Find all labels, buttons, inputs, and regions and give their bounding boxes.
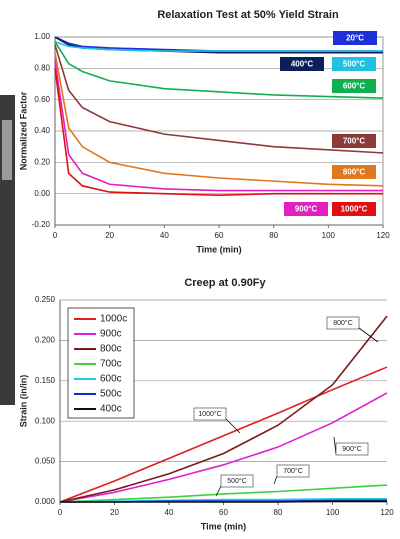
annotation: 700°C [283,467,303,475]
series-label: 700°C [343,137,366,146]
figure: Relaxation Test at 50% Yield Strain -0.20… [0,0,400,539]
y-tick-label: 0.00 [34,189,50,198]
y-tick-label: 0.20 [34,157,50,166]
y-tick-label: 1.00 [34,32,50,41]
legend-label: 900c [100,329,122,340]
series-label: 900°C [295,205,318,214]
y-tick-label: -0.20 [32,220,51,229]
x-axis-label: Time (min) [196,244,241,254]
x-tick-label: 100 [322,231,336,240]
x-tick-label: 40 [160,231,169,240]
legend-label: 500c [100,389,122,400]
annotation: 900°C [342,445,362,453]
annotation-arrow [274,476,277,484]
x-tick-label: 60 [219,508,228,517]
series-label: 1000°C [341,205,368,214]
x-tick-label: 0 [53,231,58,240]
x-tick-label: 80 [269,231,278,240]
annotation: 1000°C [198,410,221,418]
series-label: 800°C [343,168,366,177]
legend-label: 1000c [100,314,127,325]
series-label: 20°C [346,34,364,43]
series-label: 400°C [291,60,314,69]
x-tick-label: 20 [110,508,119,517]
photo-detail [2,120,12,180]
y-tick-label: 0.050 [35,457,56,466]
y-tick-label: 0.150 [35,376,56,385]
y-axis-label: Normalized Factor [18,91,28,170]
x-tick-label: 60 [215,231,224,240]
x-tick-label: 80 [274,508,283,517]
series-line [60,501,387,502]
y-tick-label: 0.250 [35,295,56,304]
legend-label: 800c [100,344,122,355]
y-tick-label: 0.100 [35,416,56,425]
legend-label: 600c [100,374,122,385]
series-label: 600°C [343,82,366,91]
x-axis-label: Time (min) [201,521,246,531]
x-tick-label: 120 [380,508,394,517]
y-tick-label: 0.000 [35,497,56,506]
y-tick-label: 0.80 [34,63,50,72]
annotation: 500°C [227,477,247,485]
series-label: 500°C [343,60,366,69]
y-tick-label: 0.200 [35,336,56,345]
y-axis-label: Strain (in/in) [18,375,28,428]
legend-label: 700c [100,359,122,370]
y-tick-label: 0.40 [34,126,50,135]
page: {"chart_data": [ {"type": "line", "title… [0,0,400,539]
x-tick-label: 20 [105,231,114,240]
x-tick-label: 40 [165,508,174,517]
x-tick-label: 120 [376,231,390,240]
chart-title: Creep at 0.90Fy [184,277,266,289]
x-tick-label: 0 [58,508,63,517]
chart-title: Relaxation Test at 50% Yield Strain [157,9,339,21]
annotation: 800°C [333,319,353,327]
legend-label: 400c [100,404,122,415]
x-tick-label: 100 [326,508,340,517]
y-tick-label: 0.60 [34,95,50,104]
